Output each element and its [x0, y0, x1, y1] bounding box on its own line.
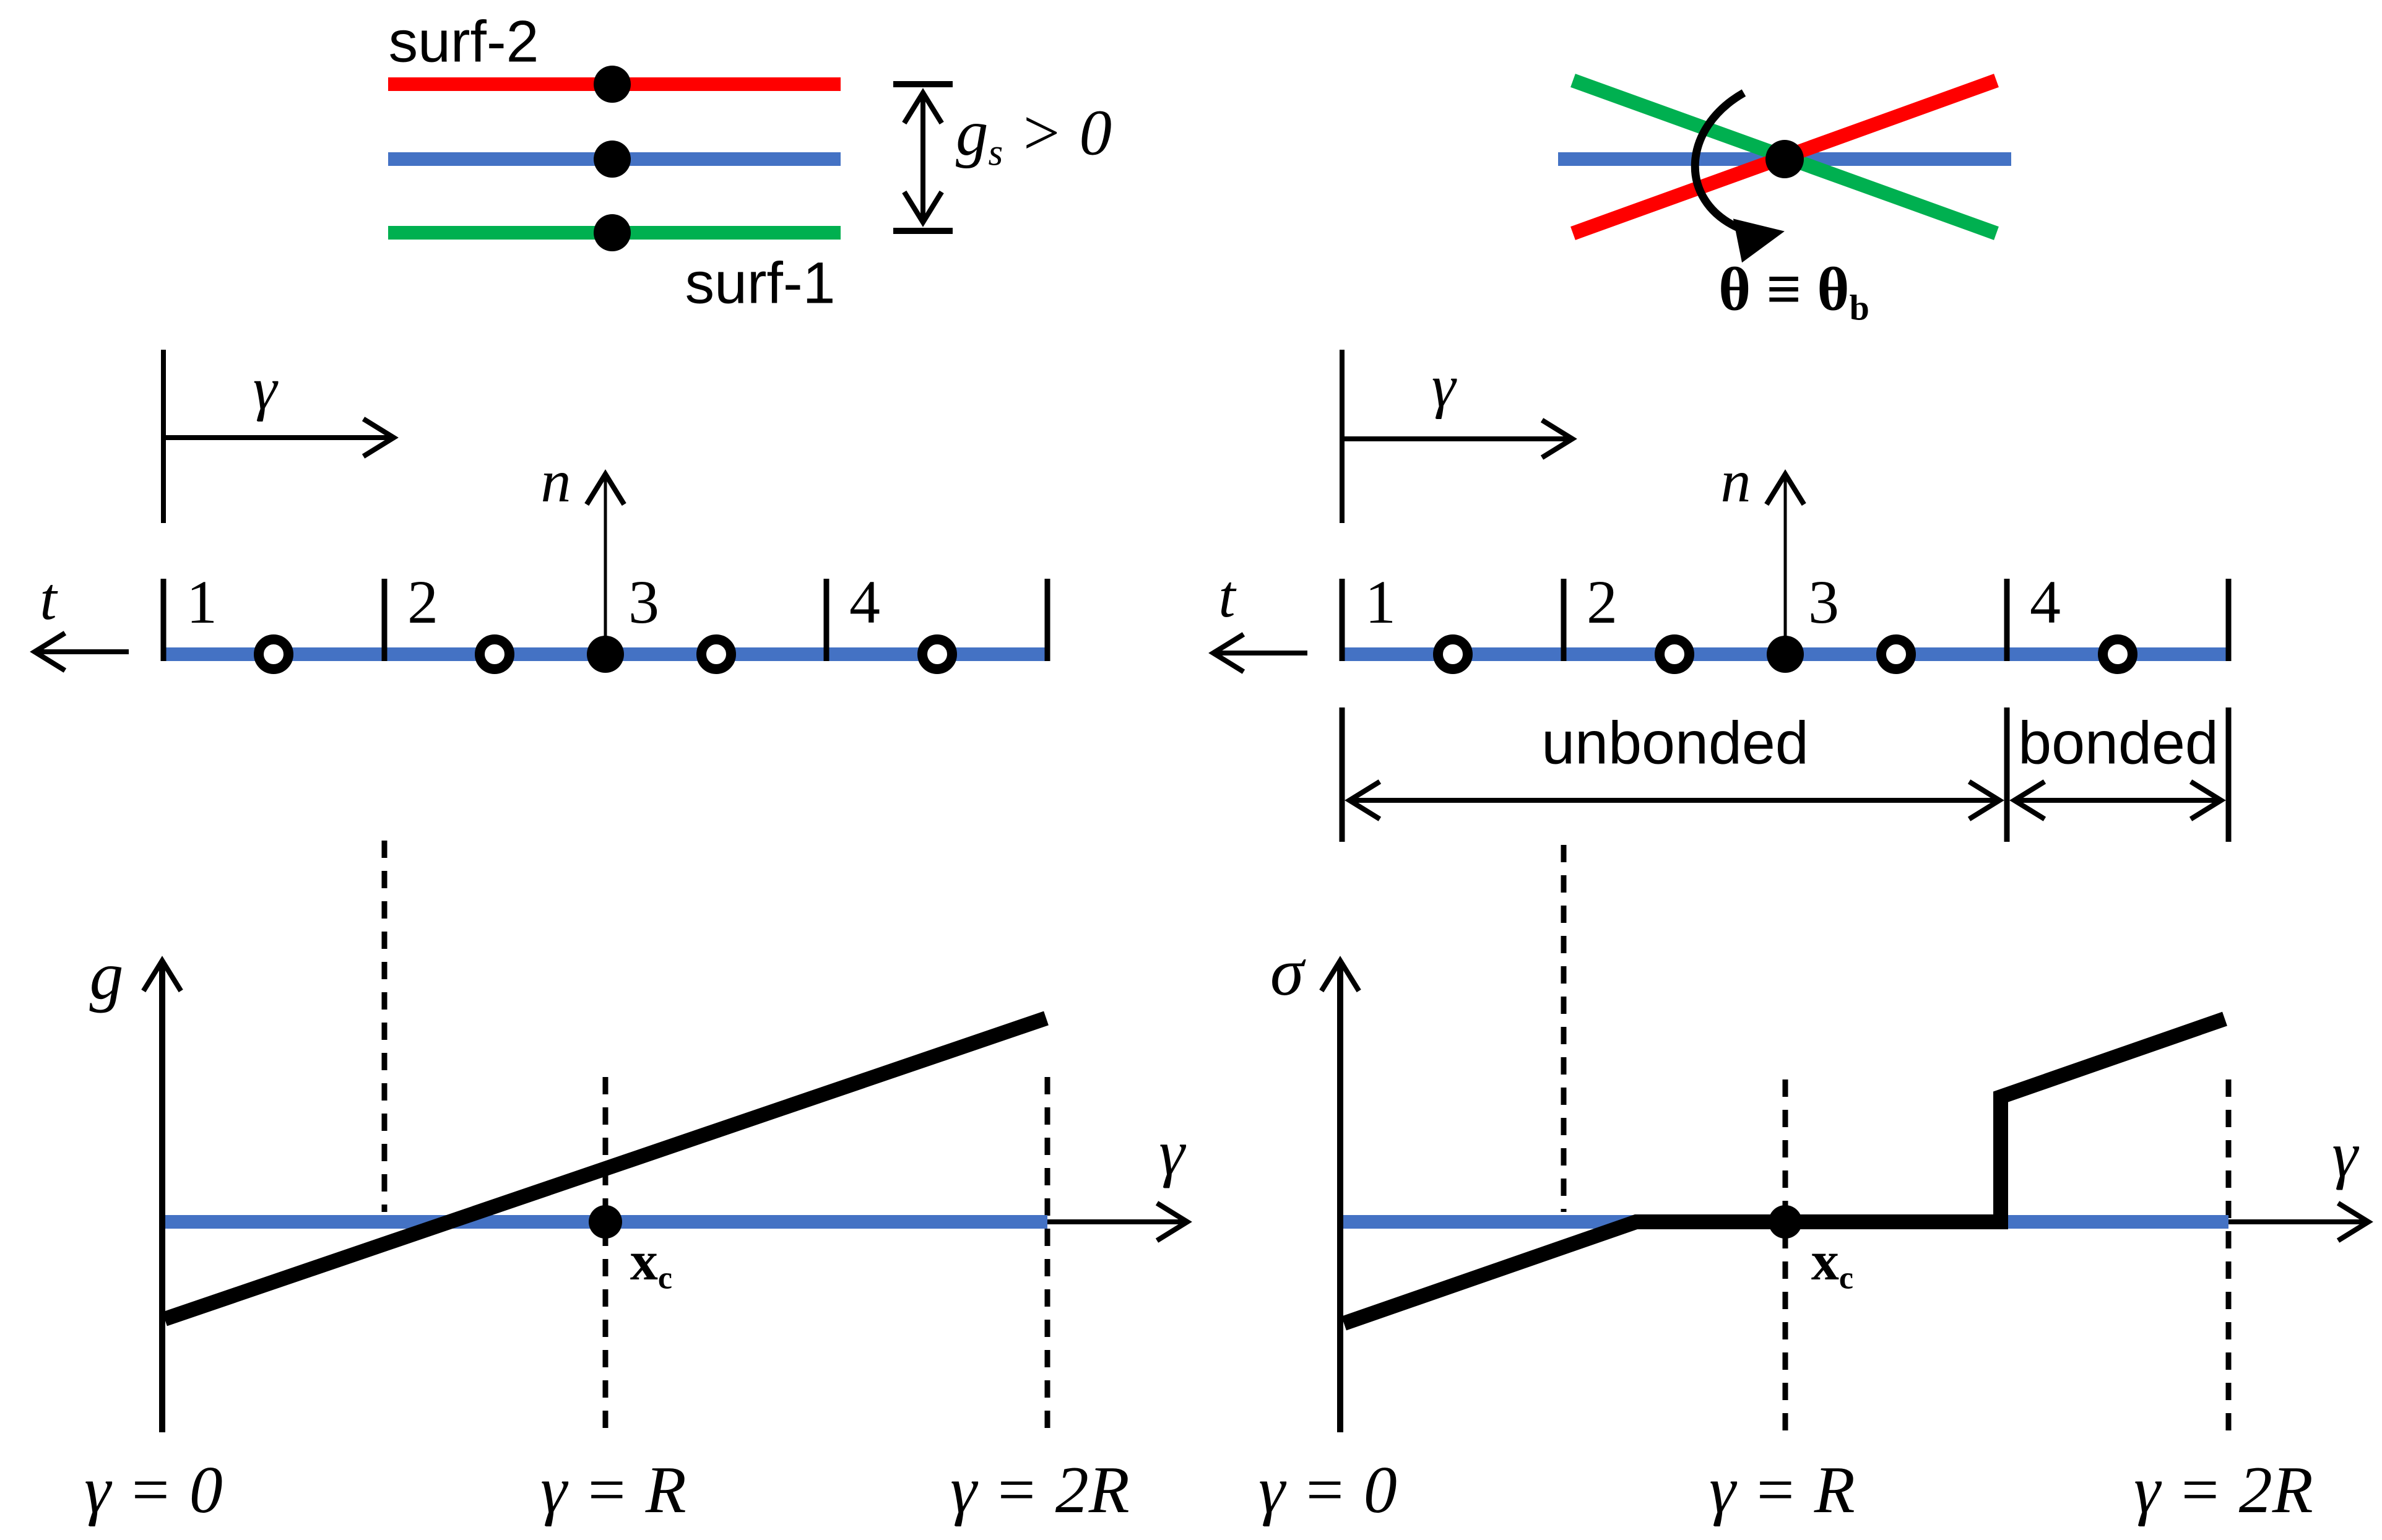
gap-plot-xc-label: xc: [630, 1234, 672, 1294]
gs-rest: > 0: [1003, 96, 1112, 169]
traction-plot-tick-2R: γ = 2R: [2134, 1453, 2313, 1527]
mesh-right-gamma-label: γ: [1431, 353, 1456, 420]
mesh-left-figure: [30, 350, 1050, 674]
node-dot: [594, 214, 631, 251]
gap-plot-x-label: γ: [1159, 1116, 1185, 1189]
stacked-surfaces-figure: [388, 66, 953, 251]
mesh-right-n-label: n: [1720, 448, 1751, 515]
element-midpoint-nodes: [1433, 634, 2137, 674]
mesh-right-element-2: 2: [1587, 568, 1618, 636]
xc-sub: c: [1838, 1260, 1854, 1296]
pivot-dot: [1765, 140, 1804, 178]
mesh-left-t-label: t: [40, 566, 57, 633]
theta-base: θ ≡ θ: [1718, 254, 1850, 324]
traction-plot-tick-R: γ = R: [1709, 1453, 1855, 1527]
traction-curve: [1341, 1011, 2227, 1331]
bonded-label: bonded: [2018, 709, 2219, 777]
gap-curve: [162, 1011, 1049, 1326]
node-dot: [594, 141, 631, 178]
open-node: [1433, 634, 1473, 674]
xc-dot: [589, 1205, 622, 1239]
rotation-arc-arrow: [1691, 89, 1785, 263]
traction-plot-y-label: σ: [1270, 934, 1304, 1010]
mesh-right-element-3: 3: [1808, 568, 1839, 636]
dashed-guides: [1561, 845, 2232, 1432]
dashed-guides: [381, 841, 1050, 1432]
theta-label: θ ≡ θb: [1718, 258, 1869, 326]
unbonded-label: unbonded: [1541, 709, 1809, 777]
mesh-left-gamma-label: γ: [253, 355, 277, 422]
gs-base: g: [955, 96, 989, 169]
contact-node-dot: [587, 636, 624, 673]
traction-plot-tick-0: γ = 0: [1258, 1453, 1397, 1527]
xc-base: x: [1811, 1231, 1839, 1292]
gap-gs-label: gs > 0: [956, 100, 1112, 173]
surf1-label: surf-1: [685, 250, 836, 316]
mesh-left-element-3: 3: [628, 568, 659, 636]
gap-plot-figure: [141, 841, 1192, 1432]
traction-plot-xc-label: xc: [1811, 1234, 1853, 1294]
mesh-right-figure: [1208, 350, 2232, 842]
gap-plot-tick-2R: γ = 2R: [950, 1453, 1130, 1527]
traction-plot-x-label: γ: [2332, 1118, 2358, 1191]
element-ticks: [160, 579, 1050, 661]
gap-plot-tick-0: γ = 0: [84, 1453, 223, 1527]
open-node: [1655, 634, 1694, 674]
open-node: [475, 634, 514, 674]
mesh-right-element-1: 1: [1365, 568, 1396, 636]
node-dot: [594, 66, 631, 103]
gs-sub: s: [988, 132, 1003, 174]
mesh-left-element-4: 4: [849, 568, 880, 636]
mesh-right-element-4: 4: [2030, 568, 2061, 636]
open-node: [1876, 634, 1916, 674]
rotated-surfaces-figure: [1558, 74, 2011, 263]
contact-node-dot: [1767, 636, 1804, 673]
gap-dimension-arrow: [893, 81, 953, 234]
xc-dot: [1769, 1205, 1802, 1239]
gap-plot-tick-R: γ = R: [540, 1453, 686, 1527]
open-node: [696, 634, 736, 674]
traction-plot-figure: [1319, 845, 2373, 1432]
xc-base: x: [630, 1231, 658, 1292]
open-node: [254, 634, 293, 674]
mesh-left-element-1: 1: [186, 568, 217, 636]
element-midpoint-nodes: [254, 634, 957, 674]
mesh-left-n-label: n: [540, 448, 571, 515]
surf2-label: surf-2: [388, 9, 539, 75]
mesh-left-element-2: 2: [407, 568, 438, 636]
theta-sub: b: [1849, 287, 1869, 328]
gap-plot-y-label: g: [89, 938, 124, 1013]
element-ticks: [1339, 579, 2232, 661]
bond-region-dimension: [1339, 707, 2232, 842]
mesh-right-t-label: t: [1218, 563, 1236, 630]
xc-sub: c: [657, 1260, 673, 1296]
open-node: [917, 634, 957, 674]
open-node: [2098, 634, 2137, 674]
